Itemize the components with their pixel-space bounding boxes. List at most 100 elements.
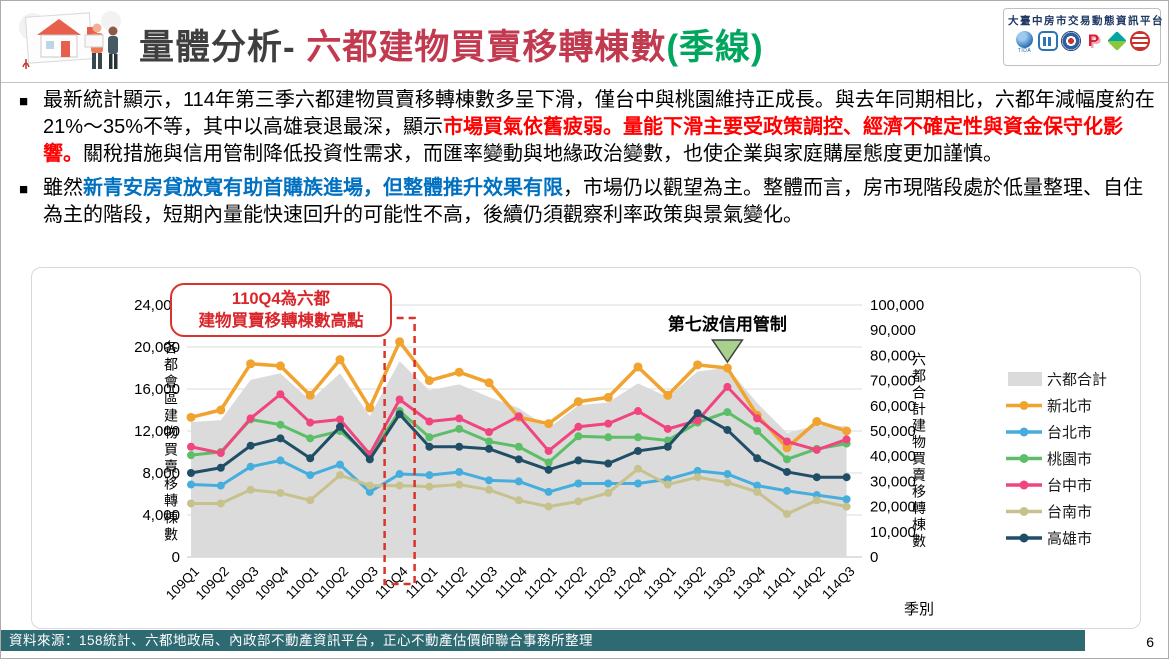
data-point-marker: [753, 414, 762, 423]
data-point-marker: [335, 355, 345, 365]
diamond-shape: [1106, 31, 1127, 51]
data-point-marker: [693, 416, 702, 425]
data-point-marker: [574, 456, 583, 465]
platform-logo-box: 大臺中房市交易動態資訊平台 TIDA P: [1003, 8, 1163, 66]
data-point-marker: [544, 458, 553, 467]
data-point-marker: [514, 455, 523, 464]
right-axis-tick: 20,000: [870, 499, 916, 516]
annotation-label: 第七波信用管制: [668, 314, 787, 334]
title-main: 六都建物買賣移轉棟數: [306, 28, 667, 67]
bullet-segment-normal: 關稅措施與信用管制降低投資性需求，而匯率變動與地緣政治變數，也使企業與家庭購屋態…: [83, 143, 1003, 165]
data-point-marker: [693, 360, 703, 370]
data-point-marker: [454, 367, 464, 377]
data-point-marker: [276, 456, 285, 465]
data-point-marker: [812, 496, 821, 505]
data-point-marker: [753, 454, 762, 463]
data-point-marker: [633, 362, 643, 372]
data-point-marker: [275, 361, 285, 371]
data-point-marker: [842, 473, 851, 482]
data-point-marker: [514, 477, 523, 486]
data-point-marker: [485, 428, 493, 437]
data-point-marker: [216, 499, 225, 508]
data-point-marker: [604, 479, 613, 488]
data-point-marker: [246, 485, 255, 494]
data-point-marker: [306, 418, 315, 427]
data-point-marker: [216, 405, 226, 415]
data-point-marker: [783, 437, 791, 446]
data-point-marker: [395, 337, 405, 347]
data-point-marker: [842, 435, 851, 444]
data-point-marker: [663, 480, 672, 489]
left-axis-tick: 16,000: [134, 381, 180, 398]
data-point-marker: [365, 487, 374, 496]
data-point-marker: [455, 467, 464, 476]
data-point-marker: [604, 488, 613, 497]
x-axis-tick: 110Q1: [283, 564, 322, 603]
data-point-marker: [574, 479, 583, 488]
data-point-marker: [783, 486, 791, 495]
association-building-logo-icon: [1037, 31, 1058, 51]
data-point-marker: [276, 488, 285, 497]
data-point-marker: [723, 478, 732, 487]
bullet-segment-normal: 雖然: [43, 177, 83, 199]
data-point-marker: [425, 471, 434, 480]
legend-swatch-marker: [1019, 507, 1029, 516]
header-illustration: [15, 5, 127, 77]
data-point-marker: [187, 469, 195, 477]
data-point-marker: [574, 497, 583, 506]
house-door: [61, 41, 70, 57]
data-point-marker: [187, 499, 195, 508]
bullet-segment-normal: ，市場仍以觀望為主。整體而言，房市現階段處於低量整理、自住為主的階段，短期內量能…: [43, 177, 1143, 226]
data-point-marker: [246, 441, 255, 450]
data-point-marker: [187, 480, 195, 489]
paper-shape: [84, 34, 104, 48]
data-point-marker: [723, 425, 732, 434]
legend-label: 台北市: [1047, 425, 1092, 442]
data-point-marker: [723, 382, 732, 391]
right-axis-tick: 80,000: [870, 347, 916, 364]
data-point-marker: [544, 446, 553, 455]
x-axis-tick: 110Q2: [313, 564, 352, 603]
data-point-marker: [395, 410, 404, 419]
legend-swatch-area: [1008, 372, 1042, 386]
data-point-marker: [305, 390, 315, 400]
data-point-marker: [812, 417, 822, 427]
diamond-brand-logo-icon: [1106, 31, 1127, 51]
data-point-marker: [693, 409, 702, 418]
x-axis-tick: 113Q1: [640, 564, 679, 603]
data-point-marker: [723, 470, 732, 479]
data-point-marker: [306, 434, 315, 443]
legend-label: 台南市: [1047, 504, 1092, 521]
data-point-marker: [634, 433, 642, 442]
x-axis-tick: 113Q2: [670, 564, 709, 603]
data-point-marker: [425, 442, 434, 451]
x-axis-tick: 114Q2: [789, 564, 828, 603]
data-point-marker: [276, 390, 285, 399]
x-axis-tick: 111Q3: [462, 564, 500, 602]
x-axis-tick: 110Q4: [372, 563, 411, 602]
right-axis-tick: 50,000: [870, 423, 916, 440]
legend-swatch-marker: [1019, 533, 1029, 543]
x-axis-tick: 114Q1: [760, 564, 799, 603]
header-illustration-svg: [19, 11, 121, 69]
title-prefix: 量體分析-: [139, 28, 307, 67]
plant-shape: [22, 59, 30, 69]
government-emblem-logo-icon: [1060, 31, 1081, 51]
house-window: [46, 41, 54, 49]
legend-swatch-marker: [1019, 401, 1029, 410]
x-axis-tick: 113Q3: [700, 564, 739, 603]
left-axis-tick: 0: [172, 549, 180, 566]
data-point-marker: [187, 442, 195, 451]
bullet-marker-icon: ■: [19, 181, 29, 198]
legend-label: 桃園市: [1047, 451, 1092, 468]
data-point-marker: [485, 476, 493, 485]
tida-logo-icon: TIDA: [1015, 31, 1035, 54]
data-point-marker: [246, 462, 255, 471]
right-axis-tick: 60,000: [870, 398, 916, 415]
person-one-head: [92, 23, 102, 33]
right-axis-tick: 100,000: [870, 297, 924, 314]
person-two-legs: [109, 54, 113, 69]
bullet-item: ■ 最新統計顯示，114年第三季六都建物買賣移轉棟數多呈下滑，僅台中與桃園維持正成…: [19, 87, 1157, 168]
data-point-marker: [395, 481, 404, 490]
title-suffix: (季線): [666, 28, 764, 67]
